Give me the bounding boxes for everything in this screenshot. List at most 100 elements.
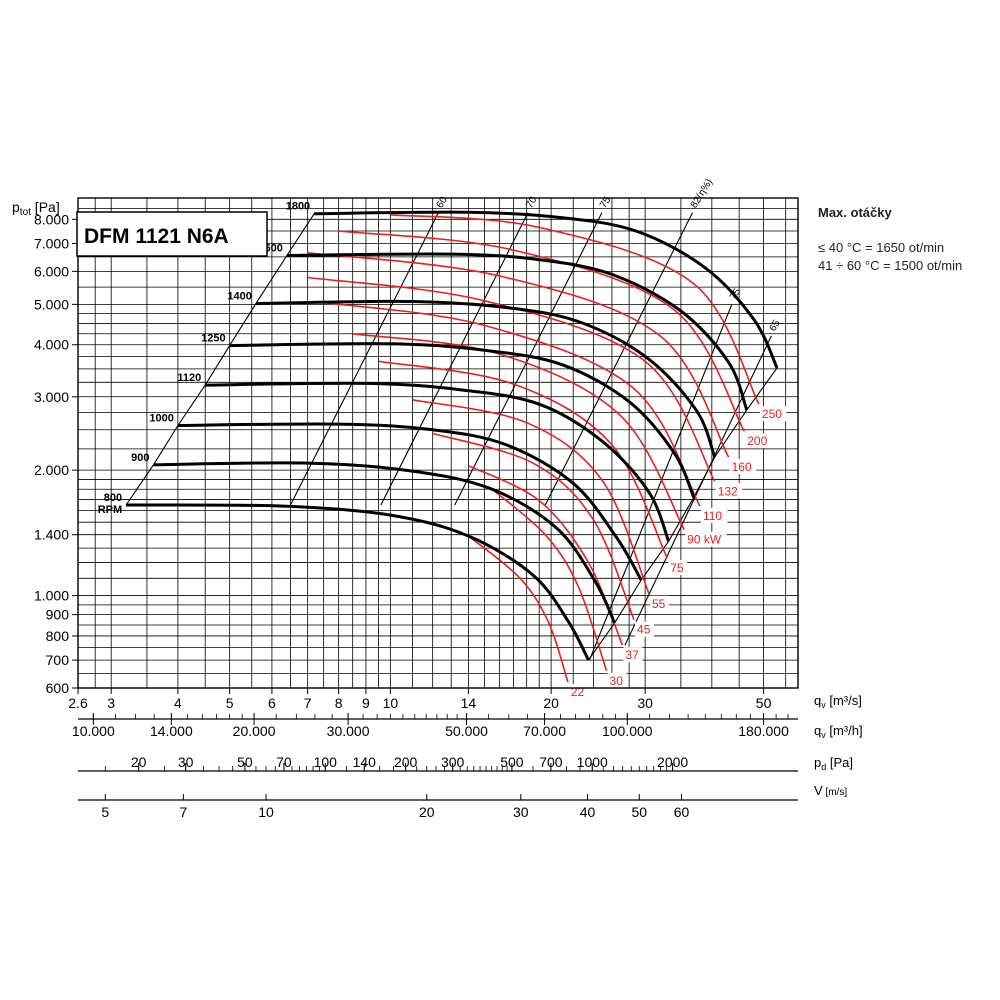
power-label: 250 [762,407,782,421]
x-tick-label: 30 [637,695,653,711]
speed-label: 1400 [227,291,251,303]
x-tick-label: 50 [631,804,647,820]
x-tick-label: 14 [461,695,477,711]
x-tick-label: 7 [304,695,312,711]
x-axis-label-main: V [814,783,823,798]
speed-curve [314,210,779,369]
power-curve [467,535,569,683]
x-tick-label: 500 [500,754,524,770]
x-tick-label: 30.000 [327,723,370,739]
power-label: 22 [571,685,585,699]
x-tick-label: 5 [101,804,109,820]
power-curve [468,464,624,646]
speed-label: 1120 [177,372,201,384]
speed-unit-label: RPM [98,504,122,516]
x-tick-label: 60 [674,804,690,820]
y-tick-label: 900 [46,607,70,623]
max-speed-title: Max. otáčky [818,205,892,220]
power-label: 75 [670,561,684,575]
power-curve [307,252,730,458]
plot-frame [77,197,799,689]
y-tick-label: 600 [46,680,70,696]
power-label: 55 [652,597,666,611]
y-tick-label: 700 [46,652,70,668]
x-axis-label-main: q [814,693,821,708]
power-label: 160 [732,460,752,474]
power-curve [412,399,650,595]
x-tick-label: 1000 [577,754,608,770]
efficiency-label: 82(η%) [689,177,715,210]
y-tick-label: 7.000 [34,235,69,251]
system-line-left [125,213,315,506]
x-axis-label-main: q [814,723,821,738]
power-curve [352,333,685,530]
x-tick-label: 300 [441,754,465,770]
efficiency-line [588,304,733,661]
x-tick-label: 10 [383,695,399,711]
efficiency-line [380,212,529,506]
power-label-bg [759,406,787,422]
x-tick-label: 5 [226,695,234,711]
power-label: 30 [610,674,624,688]
x-tick-label: 100.000 [602,723,653,739]
power-label: 45 [637,623,651,637]
x-axis-label-sub: v [821,730,826,740]
power-label-bg [745,433,772,449]
y-tick-label: 6.000 [34,263,69,279]
speed-curve [255,299,717,458]
max-speed-line-1: ≤ 40 °C = 1650 ot/min [818,240,945,255]
speed-curve [229,342,696,499]
power-curve [432,432,635,620]
x-tick-label: 20 [419,804,435,820]
power-label-bg [668,560,688,576]
grid [77,197,798,689]
x-tick-label: 3 [107,695,115,711]
power-curve [491,488,608,672]
power-label-bg [649,595,669,611]
power-curve [307,276,716,482]
x-tick-label: 50.000 [445,723,488,739]
efficiency-label: 65 [768,318,783,334]
y-axis-label-sub: tot [20,207,31,218]
speed-label: 900 [131,452,149,464]
power-curve [323,301,701,507]
speed-curve [205,381,671,542]
y-axis-label-unit: [Pa] [31,199,60,215]
x-tick-label: 20 [543,695,559,711]
y-tick-label: 800 [46,628,70,644]
system-line-right [588,367,778,661]
power-label-bg [715,483,743,499]
speed-label: 1250 [201,333,225,345]
power-label: 200 [747,434,767,448]
x-tick-label: 4 [174,695,182,711]
x-axis-label: qv [m³/s] [814,693,862,710]
x-tick-label: 140 [353,754,377,770]
power-label: 132 [718,484,738,498]
power-label-bg [729,459,757,475]
power-label-bg [635,621,655,637]
y-tick-label: 2.000 [34,462,69,478]
x-tick-label: 40 [580,804,596,820]
x-tick-label: 30 [178,754,194,770]
y-tick-label: 4.000 [34,337,69,353]
power-label-bg [700,508,728,524]
speed-label: 1800 [286,201,310,213]
x-tick-label: 10 [258,804,274,820]
x-tick-label: 70 [276,754,292,770]
x-tick-label: 20 [131,754,147,770]
x-axis-label-unit: [m/s] [823,787,848,798]
x-tick-label: 70.000 [523,723,566,739]
plot-border [77,197,799,689]
x-tick-label: 9 [362,695,370,711]
x-tick-label: 180.000 [738,723,789,739]
x-tick-label: 14.000 [150,723,193,739]
y-tick-label: 5.000 [34,296,69,312]
x-axis-label-sub: d [821,762,826,772]
x-tick-label: 8 [335,695,343,711]
efficiency-line [454,212,603,506]
y-axis-label: ptot [Pa] [12,199,60,218]
speed-label: 1000 [149,412,173,424]
speed-curve [153,461,616,624]
x-tick-label: 6 [268,695,276,711]
